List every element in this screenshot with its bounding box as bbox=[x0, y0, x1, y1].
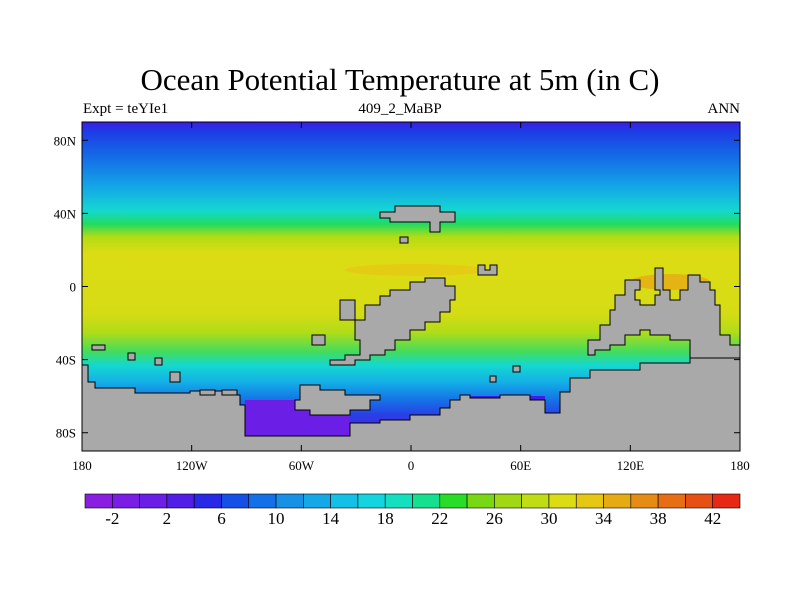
colorbar-swatch bbox=[712, 493, 741, 509]
y-tick-label: 0 bbox=[70, 280, 77, 295]
colorbar-swatch bbox=[166, 493, 195, 509]
land-australia bbox=[587, 267, 741, 359]
y-tick-label: 40S bbox=[56, 353, 76, 368]
colorbar-swatch bbox=[357, 493, 386, 509]
colorbar-label: -2 bbox=[105, 509, 119, 528]
x-tick-label: 120W bbox=[176, 458, 209, 473]
colorbar: -2 2 6 10 14 18 22 26 30 34 38 42 bbox=[84, 493, 741, 528]
colorbar-label: 38 bbox=[650, 509, 667, 528]
land-north bbox=[379, 205, 456, 233]
land-island bbox=[489, 375, 497, 383]
colorbar-label: 2 bbox=[163, 509, 172, 528]
colorbar-label: 18 bbox=[377, 509, 394, 528]
land-island bbox=[512, 365, 521, 373]
land-masses bbox=[81, 205, 741, 452]
colorbar-label: 26 bbox=[486, 509, 503, 528]
land-south bbox=[81, 357, 741, 452]
colorbar-label: 10 bbox=[268, 509, 285, 528]
x-tick-label: 180 bbox=[730, 458, 750, 473]
land-islands-south bbox=[294, 384, 381, 416]
colorbar-swatch bbox=[221, 493, 250, 509]
colorbar-label: 22 bbox=[431, 509, 448, 528]
colorbar-swatch bbox=[275, 493, 304, 509]
y-tick-label: 80S bbox=[56, 426, 76, 441]
colorbar-swatch bbox=[494, 493, 522, 509]
x-tick-label: 60W bbox=[289, 458, 315, 473]
land-island bbox=[477, 264, 498, 276]
colorbar-swatch bbox=[521, 493, 550, 509]
colorbar-swatch bbox=[139, 493, 168, 509]
x-tick-label: 0 bbox=[408, 458, 415, 473]
colorbar-swatch bbox=[575, 493, 604, 509]
colorbar-swatch bbox=[657, 493, 686, 509]
x-tick-label: 120E bbox=[617, 458, 645, 473]
colorbar-swatch bbox=[248, 493, 277, 509]
map-title: Ocean Potential Temperature at 5m (in C) bbox=[140, 62, 660, 97]
experiment-label: Expt = teYIe1 bbox=[83, 101, 169, 117]
land-island bbox=[339, 299, 356, 321]
land-island bbox=[91, 344, 106, 351]
y-axis: 80N 40N 0 40S 80S bbox=[54, 133, 740, 441]
colorbar-swatch bbox=[303, 493, 331, 509]
x-axis: 180 120W 60W 0 60E 120E 180 bbox=[72, 122, 750, 473]
land-island bbox=[221, 389, 238, 396]
colorbar-swatch bbox=[466, 493, 495, 509]
x-tick-label: 180 bbox=[72, 458, 92, 473]
colorbar-swatch bbox=[548, 493, 577, 509]
colorbar-swatch bbox=[193, 493, 222, 509]
land-island bbox=[311, 334, 326, 346]
colorbar-swatch bbox=[439, 493, 468, 509]
land-africa bbox=[329, 277, 456, 366]
land-island bbox=[169, 371, 181, 383]
time-label: 409_2_MaBP bbox=[358, 101, 442, 117]
colorbar-swatch bbox=[111, 493, 140, 509]
colorbar-swatch bbox=[603, 493, 632, 509]
colorbar-swatch bbox=[630, 493, 659, 509]
land-island bbox=[127, 352, 136, 361]
colorbar-swatch bbox=[384, 493, 413, 509]
colorbar-label: 42 bbox=[704, 509, 721, 528]
colorbar-label: 6 bbox=[217, 509, 226, 528]
x-tick-label: 60E bbox=[510, 458, 531, 473]
warm-patch bbox=[345, 264, 485, 276]
colorbar-swatch bbox=[412, 493, 441, 509]
colorbar-swatch bbox=[330, 493, 359, 509]
y-tick-label: 40N bbox=[54, 206, 77, 221]
land-island bbox=[399, 236, 409, 244]
colorbar-swatch bbox=[685, 493, 714, 509]
colorbar-swatch bbox=[84, 493, 113, 509]
colorbar-label: 14 bbox=[322, 509, 340, 528]
land-island bbox=[199, 389, 216, 396]
land-island bbox=[154, 357, 163, 366]
colorbar-label: 30 bbox=[540, 509, 557, 528]
y-tick-label: 80N bbox=[54, 133, 77, 148]
season-label: ANN bbox=[707, 101, 741, 117]
colorbar-label: 34 bbox=[595, 509, 613, 528]
